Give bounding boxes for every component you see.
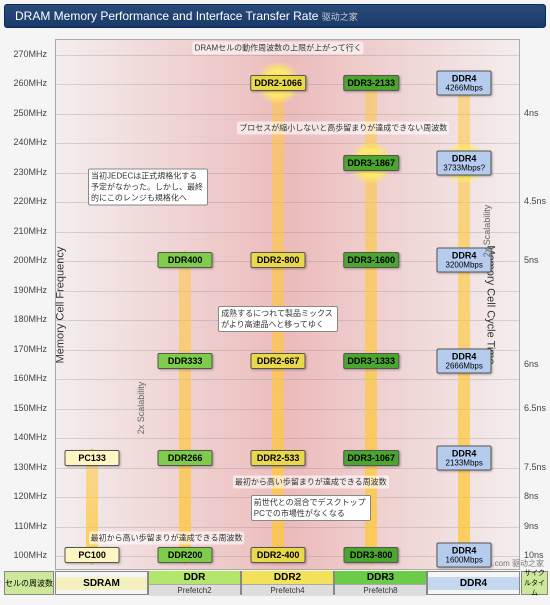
title: DRAM Memory Performance and Interface Tr… xyxy=(15,9,318,23)
right-tick: 5ns xyxy=(522,255,550,265)
speed-chip: DDR3-1067 xyxy=(343,450,399,466)
prefetch-label: Prefetch8 xyxy=(335,584,426,596)
speed-chip: DDR3-1333 xyxy=(343,353,399,369)
right-tick: 6.5ns xyxy=(522,403,550,413)
right-tick: 4ns xyxy=(522,108,550,118)
speed-chip: DDR400 xyxy=(158,252,213,268)
speed-chip: DDR3-1867 xyxy=(343,155,399,171)
scalability-label: 2x Scalability xyxy=(482,204,492,257)
speed-chip: PC100 xyxy=(65,547,120,563)
speed-chip: DDR44266Mbps xyxy=(437,71,492,96)
x-axis-left-label: セルの周波数 xyxy=(4,571,54,595)
speed-chip: DDR3-2133 xyxy=(343,75,399,91)
speed-chip: DDR2-1066 xyxy=(250,75,306,91)
subtitle: 驱动之家 xyxy=(322,12,358,22)
y-tick: 100MHz xyxy=(0,550,50,560)
y-tick: 140MHz xyxy=(0,432,50,442)
generation-label: DDR xyxy=(149,571,240,584)
y-tick: 160MHz xyxy=(0,373,50,383)
right-tick: 9ns xyxy=(522,521,550,531)
speed-chip: DDR42133Mbps xyxy=(437,445,492,470)
speed-chip: DDR42666Mbps xyxy=(437,348,492,373)
right-tick: 7.5ns xyxy=(522,462,550,472)
speed-chip: DDR3-1600 xyxy=(343,252,399,268)
speed-chip: DDR2-533 xyxy=(251,450,306,466)
speed-chip: DDR2-667 xyxy=(251,353,306,369)
y-tick: 230MHz xyxy=(0,167,50,177)
y-tick: 260MHz xyxy=(0,78,50,88)
speed-chip: DDR333 xyxy=(158,353,213,369)
chart-area xyxy=(55,39,520,570)
generation-label: DDR2 xyxy=(242,571,333,584)
speed-chip: DDR41600Mbps xyxy=(437,543,492,568)
x-header-cell: DDRPrefetch2 xyxy=(148,571,241,595)
generation-label: SDRAM xyxy=(56,577,147,590)
right-tick: 10ns xyxy=(522,550,550,560)
annotation: 最初から高い歩留まりが達成できる周波数 xyxy=(89,531,245,544)
right-tick: 6ns xyxy=(522,359,550,369)
speed-chip: DDR43733Mbps? xyxy=(437,150,492,175)
y-tick: 210MHz xyxy=(0,226,50,236)
annotation: プロセスが縮小しないと高歩留まりが達成できない周波数 xyxy=(237,121,449,134)
y-tick: 220MHz xyxy=(0,196,50,206)
y-tick: 180MHz xyxy=(0,314,50,324)
y-axis-label-left: Memory Cell Frequency xyxy=(54,246,66,363)
x-axis-right-label: サイクルタイム xyxy=(521,571,548,595)
y-tick: 250MHz xyxy=(0,108,50,118)
x-header-cell: DDR4 xyxy=(427,571,520,595)
y-tick: 270MHz xyxy=(0,49,50,59)
annotation: 前世代との混合でデスクトップPCでの市場性がなくなる xyxy=(251,495,371,521)
annotation: 成熟するにつれて製品ミックスがより高速品へと移ってゆく xyxy=(218,306,338,332)
range-arrow xyxy=(179,260,191,555)
prefetch-label: Prefetch4 xyxy=(242,584,333,596)
speed-chip: PC133 xyxy=(65,450,120,466)
x-header-cell: SDRAM xyxy=(55,571,148,595)
y-tick: 120MHz xyxy=(0,491,50,501)
x-header-cell: DDR2Prefetch4 xyxy=(241,571,334,595)
y-tick: 170MHz xyxy=(0,344,50,354)
annotation: 当初JEDECは正式規格化する予定がなかった。しかし、最終的にこのレンジも規格化… xyxy=(88,168,208,205)
speed-chip: DDR200 xyxy=(158,547,213,563)
annotation: DRAMセルの動作周波数の上限が上がって行く xyxy=(193,41,364,54)
y-tick: 200MHz xyxy=(0,255,50,265)
right-tick: 8ns xyxy=(522,491,550,501)
speed-chip: DDR3-800 xyxy=(344,547,399,563)
y-tick: 130MHz xyxy=(0,462,50,472)
speed-chip: DDR266 xyxy=(158,450,213,466)
x-header-cell: DDR3Prefetch8 xyxy=(334,571,427,595)
generation-label: DDR3 xyxy=(335,571,426,584)
prefetch-label: Prefetch2 xyxy=(149,584,240,596)
generation-label: DDR4 xyxy=(428,577,519,590)
y-tick: 190MHz xyxy=(0,285,50,295)
y-tick: 240MHz xyxy=(0,137,50,147)
annotation: 最初から高い歩留まりが達成できる周波数 xyxy=(233,475,389,488)
speed-chip: DDR2-400 xyxy=(251,547,306,563)
y-tick: 150MHz xyxy=(0,403,50,413)
right-tick: 4.5ns xyxy=(522,196,550,206)
x-axis-row: SDRAMDDRPrefetch2DDR2Prefetch4DDR3Prefet… xyxy=(55,571,520,595)
scalability-label: 2x Scalability xyxy=(136,381,146,434)
speed-chip: DDR2-800 xyxy=(251,252,306,268)
y-tick: 110MHz xyxy=(0,521,50,531)
title-bar: DRAM Memory Performance and Interface Tr… xyxy=(4,4,546,28)
